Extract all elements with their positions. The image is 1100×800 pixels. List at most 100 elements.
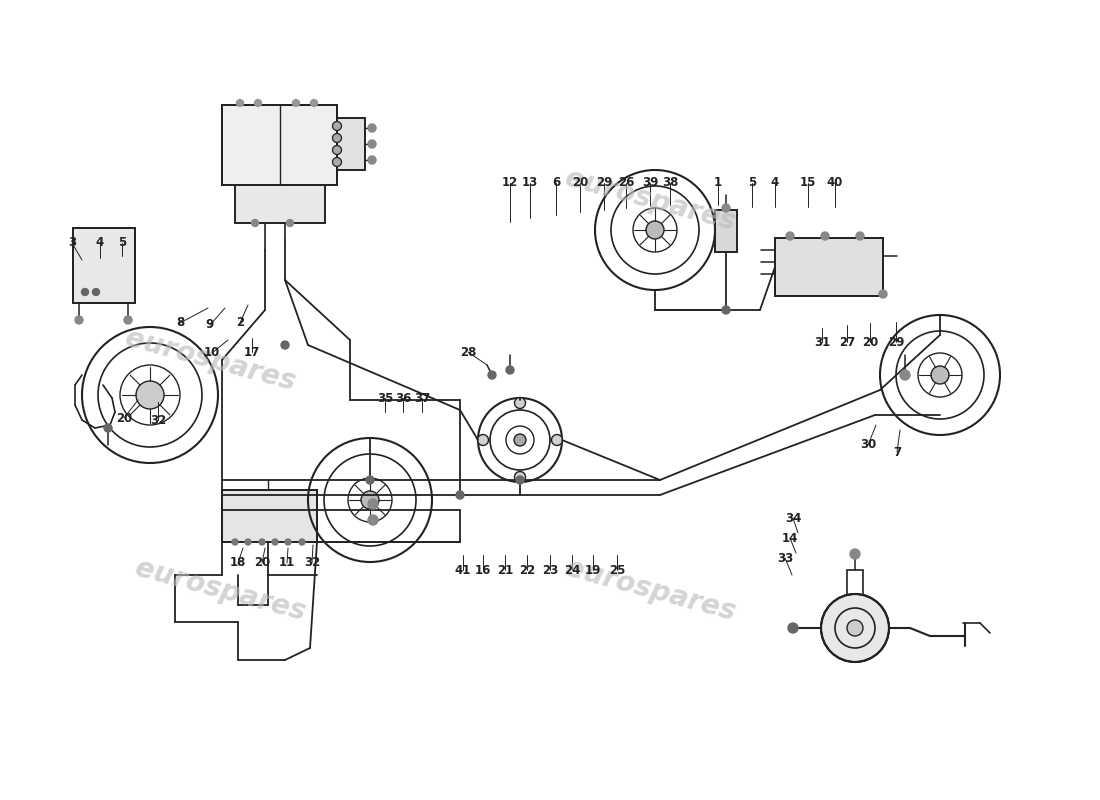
Circle shape (551, 434, 562, 446)
Bar (235, 185, 324, 223)
Circle shape (75, 316, 82, 324)
Text: 5: 5 (748, 177, 756, 190)
Circle shape (310, 99, 318, 106)
Text: 1: 1 (714, 177, 722, 190)
Circle shape (368, 124, 376, 132)
Text: 26: 26 (618, 177, 635, 190)
Text: 37: 37 (414, 391, 430, 405)
Bar (222, 490, 317, 542)
Circle shape (368, 499, 378, 509)
Circle shape (850, 549, 860, 559)
Circle shape (488, 371, 496, 379)
Circle shape (332, 158, 341, 166)
Circle shape (232, 539, 238, 545)
Text: 23: 23 (542, 563, 558, 577)
Circle shape (368, 515, 378, 525)
Bar (776, 238, 883, 296)
Text: 39: 39 (641, 177, 658, 190)
Circle shape (821, 232, 829, 240)
Circle shape (272, 539, 278, 545)
Text: 3: 3 (68, 237, 76, 250)
Circle shape (722, 204, 730, 212)
Circle shape (236, 99, 243, 106)
Circle shape (361, 491, 379, 509)
Text: 22: 22 (519, 563, 535, 577)
Circle shape (722, 306, 730, 314)
Text: 11: 11 (279, 557, 295, 570)
Text: 18: 18 (230, 557, 246, 570)
Text: 34: 34 (784, 511, 801, 525)
Text: 17: 17 (244, 346, 260, 358)
Text: 28: 28 (460, 346, 476, 358)
Circle shape (81, 289, 88, 295)
Text: 13: 13 (521, 177, 538, 190)
Bar (715, 210, 737, 252)
Text: 41: 41 (454, 563, 471, 577)
Bar (222, 105, 337, 185)
Circle shape (293, 99, 299, 106)
Text: eurospares: eurospares (562, 554, 738, 626)
Bar (73, 228, 135, 303)
Text: 14: 14 (782, 531, 799, 545)
Text: 24: 24 (564, 563, 580, 577)
Circle shape (258, 539, 265, 545)
Text: 25: 25 (608, 563, 625, 577)
Circle shape (92, 289, 99, 295)
Bar (337, 118, 365, 170)
Text: 20: 20 (254, 557, 271, 570)
Circle shape (788, 623, 798, 633)
Bar (235, 185, 324, 223)
Text: 19: 19 (585, 563, 602, 577)
Text: 2: 2 (235, 317, 244, 330)
Circle shape (900, 370, 910, 380)
Text: 20: 20 (116, 411, 132, 425)
Text: 38: 38 (662, 177, 679, 190)
Circle shape (136, 381, 164, 409)
Circle shape (245, 539, 251, 545)
Bar (715, 210, 737, 252)
Text: 9: 9 (206, 318, 214, 331)
Text: 27: 27 (839, 335, 855, 349)
Circle shape (646, 221, 664, 239)
Text: 20: 20 (572, 177, 588, 190)
Circle shape (515, 471, 526, 482)
Circle shape (477, 434, 488, 446)
Circle shape (368, 140, 376, 148)
Text: 29: 29 (596, 177, 613, 190)
Circle shape (821, 594, 889, 662)
Text: 8: 8 (176, 317, 184, 330)
Circle shape (254, 99, 262, 106)
Circle shape (252, 219, 258, 226)
Circle shape (332, 134, 341, 142)
Circle shape (515, 398, 526, 409)
Text: 35: 35 (377, 391, 393, 405)
Text: 15: 15 (800, 177, 816, 190)
Bar (222, 490, 317, 542)
Text: 33: 33 (777, 551, 793, 565)
Circle shape (299, 539, 305, 545)
Text: eurospares: eurospares (562, 164, 738, 236)
Bar (73, 228, 135, 303)
Text: 31: 31 (814, 335, 830, 349)
Circle shape (456, 491, 464, 499)
Circle shape (856, 232, 864, 240)
Circle shape (280, 341, 289, 349)
Circle shape (879, 290, 887, 298)
Circle shape (332, 122, 341, 130)
Bar (222, 105, 337, 185)
Bar (337, 118, 365, 170)
Circle shape (366, 476, 374, 484)
Text: 5: 5 (118, 237, 127, 250)
Text: 36: 36 (395, 391, 411, 405)
Text: 21: 21 (497, 563, 513, 577)
Text: 30: 30 (860, 438, 876, 451)
Circle shape (506, 366, 514, 374)
Text: eurospares: eurospares (122, 324, 298, 396)
Text: 10: 10 (204, 346, 220, 359)
Text: 7: 7 (893, 446, 901, 458)
Circle shape (124, 316, 132, 324)
Text: 32: 32 (150, 414, 166, 426)
Bar (847, 570, 864, 596)
Circle shape (368, 156, 376, 164)
Bar (776, 238, 883, 296)
